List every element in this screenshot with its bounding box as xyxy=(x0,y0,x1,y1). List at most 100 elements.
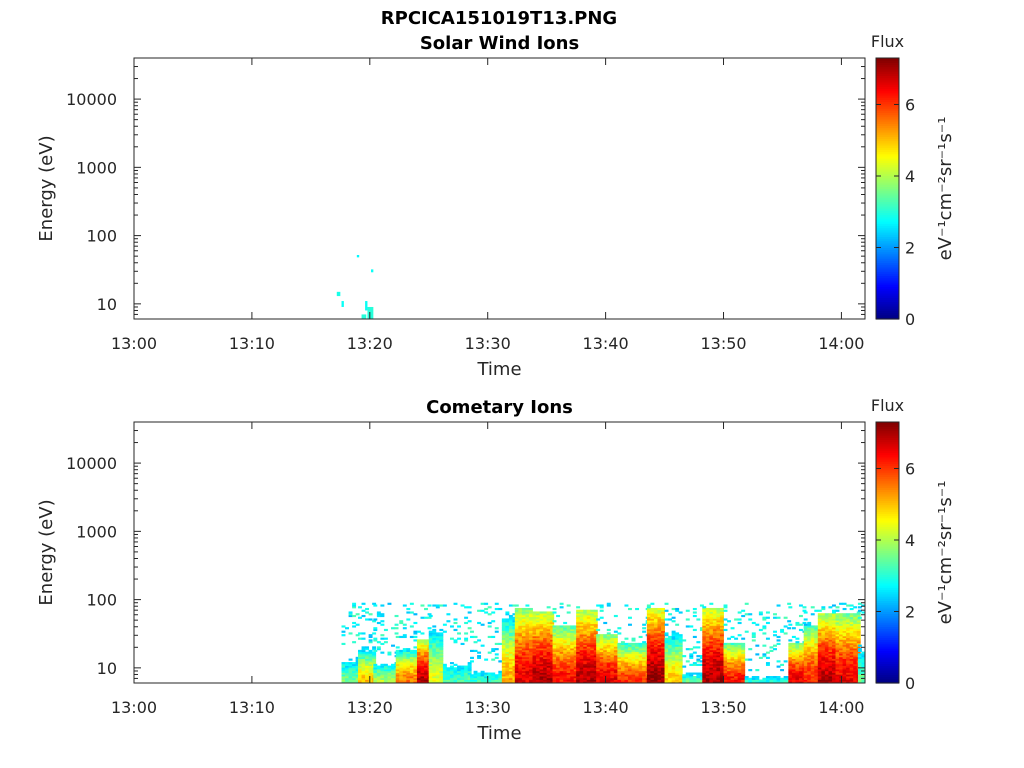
spectrogram-cell xyxy=(521,669,526,672)
spectrogram-cell xyxy=(464,677,469,680)
spectrogram-cell xyxy=(842,620,847,623)
spectrogram-cell xyxy=(842,674,847,677)
colorbar-segment xyxy=(876,242,899,246)
spectrogram-cell xyxy=(593,665,598,668)
spectrogram-cell xyxy=(650,681,655,684)
spectrogram-cell xyxy=(610,656,615,659)
spectrogram-cell xyxy=(831,667,836,670)
spectrogram-cell xyxy=(573,672,578,675)
spectrogram-cell xyxy=(432,604,437,607)
spectrogram-cell xyxy=(501,625,506,628)
spectrogram-cell xyxy=(661,613,665,616)
spectrogram-cell xyxy=(705,637,710,640)
spectrogram-cell xyxy=(586,670,591,673)
colorbar-segment xyxy=(876,624,899,628)
spectrogram-cell xyxy=(831,648,836,651)
spectrogram-cell xyxy=(765,621,770,625)
spectrogram-cell xyxy=(368,649,373,652)
spectrogram-cell xyxy=(586,609,591,612)
spectrogram-cell xyxy=(624,667,629,670)
spectrogram-cell xyxy=(814,670,819,673)
spectrogram-cell xyxy=(610,681,615,684)
spectrogram-cell xyxy=(741,660,746,663)
spectrogram-cell xyxy=(737,663,742,666)
colorbar-segment xyxy=(876,661,899,665)
spectrogram-cell xyxy=(528,672,533,675)
spectrogram-cell xyxy=(668,646,673,649)
spectrogram-cell xyxy=(853,679,858,682)
spectrogram-cell xyxy=(505,621,510,625)
spectrogram-cell xyxy=(576,670,581,673)
spectrogram-cell xyxy=(428,634,433,637)
spectrogram-cell xyxy=(583,627,588,630)
spectrogram-cell xyxy=(532,672,537,675)
spectrogram-cell xyxy=(657,646,662,649)
spectrogram-cell xyxy=(514,679,519,682)
spectrogram-cell xyxy=(699,681,704,684)
spectrogram-cell xyxy=(744,677,749,680)
spectrogram-cell xyxy=(831,655,836,658)
spectrogram-cell xyxy=(780,628,785,632)
spectrogram-cell xyxy=(525,609,530,612)
spectrogram-cell xyxy=(525,653,530,656)
spectrogram-cell xyxy=(849,632,854,635)
spectrogram-cell xyxy=(525,613,530,616)
spectrogram-cell xyxy=(650,658,655,661)
spectrogram-cell xyxy=(788,623,793,626)
spectrogram-cell xyxy=(705,663,710,666)
spectrogram-cell xyxy=(642,644,647,647)
spectrogram-cell xyxy=(590,656,595,659)
spectrogram-cell xyxy=(788,651,793,654)
spectrogram-cell xyxy=(617,658,622,661)
spectrogram-cell xyxy=(521,648,526,651)
spectrogram-cell xyxy=(702,630,707,633)
spectrogram-cell xyxy=(821,621,826,625)
spectrogram-cell xyxy=(709,655,714,658)
colorbar-segment xyxy=(876,155,899,159)
spectrogram-cell xyxy=(525,649,530,652)
spectrogram-cell xyxy=(424,648,428,651)
spectrogram-cell xyxy=(650,627,655,630)
spectrogram-cell xyxy=(702,670,707,673)
spectrogram-cell xyxy=(675,677,680,680)
spectrogram-cell xyxy=(348,676,353,679)
spectrogram-cell xyxy=(709,679,714,682)
spectrogram-cell xyxy=(814,681,819,684)
spectrogram-cell xyxy=(730,672,735,675)
spectrogram-cell xyxy=(464,670,469,673)
spectrogram-cell xyxy=(432,656,437,659)
spectrogram-cell xyxy=(480,672,485,675)
spectrogram-cell xyxy=(508,672,513,675)
colorbar-segment xyxy=(876,164,899,168)
spectrogram-cell xyxy=(678,663,683,666)
spectrogram-cell xyxy=(783,681,788,684)
spectrogram-cell xyxy=(741,614,746,618)
spectrogram-cell xyxy=(788,676,793,679)
spectrogram-cell xyxy=(501,663,506,666)
spectrogram-cell xyxy=(737,618,742,621)
spectrogram-cell xyxy=(620,669,625,672)
colorbar-segment xyxy=(876,105,899,109)
spectrogram-cell xyxy=(552,677,557,680)
spectrogram-cell xyxy=(603,653,608,656)
spectrogram-cell xyxy=(613,663,618,666)
spectrogram-cell xyxy=(650,607,655,611)
spectrogram-cell xyxy=(593,651,598,654)
spectrogram-cell xyxy=(477,677,482,680)
spectrogram-cell xyxy=(399,679,404,682)
spectrogram-cell xyxy=(734,672,739,675)
spectrogram-cell xyxy=(399,676,404,679)
spectrogram-cell xyxy=(576,627,581,630)
spectrogram-cell xyxy=(427,616,432,619)
colorbar-segment xyxy=(876,676,899,680)
spectrogram-cell xyxy=(849,656,854,659)
spectrogram-cell xyxy=(536,618,540,621)
spectrogram-cell xyxy=(528,620,533,623)
spectrogram-cell xyxy=(828,625,833,628)
spectrogram-cell xyxy=(664,602,669,605)
spectrogram-cell xyxy=(596,658,601,661)
spectrogram-cell xyxy=(566,604,571,607)
spectrogram-cell xyxy=(528,663,533,666)
colorbar-segment xyxy=(876,539,899,543)
spectrogram-cell xyxy=(586,681,591,684)
